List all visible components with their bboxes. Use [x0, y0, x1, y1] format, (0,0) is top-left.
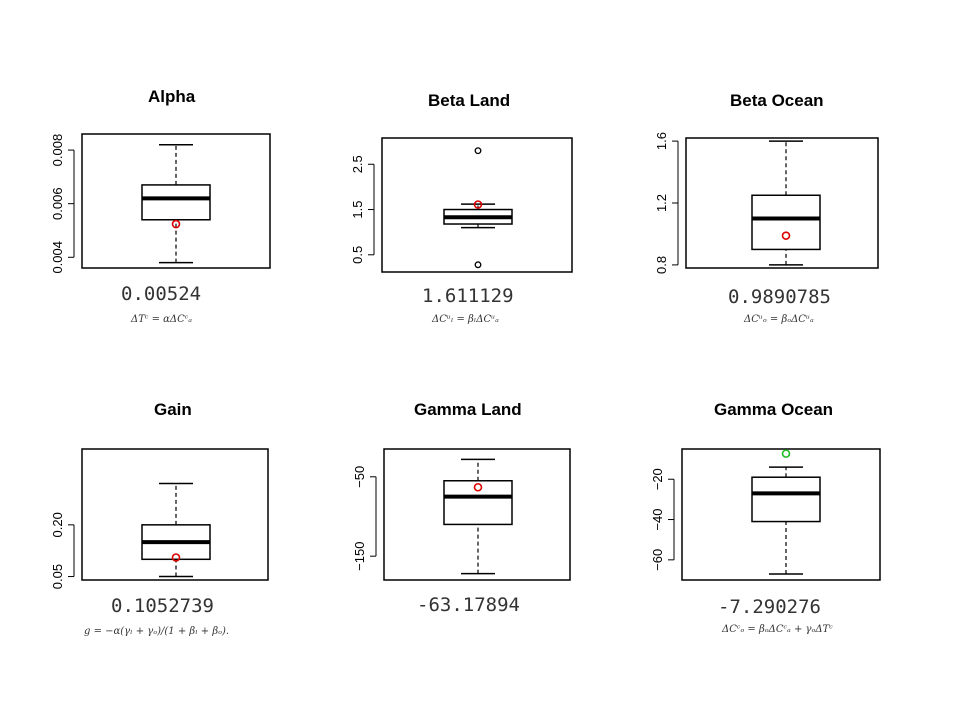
box — [751, 476, 821, 523]
panel-title-gamma-land: Gamma Land — [414, 400, 522, 419]
y-tick-label: 1.2 — [654, 194, 669, 212]
y-tick-label: −40 — [650, 509, 665, 531]
value-label-alpha: 0.00524 — [121, 283, 202, 305]
panel-title-gain: Gain — [154, 400, 192, 419]
reference-marker — [781, 449, 791, 458]
y-tick-label: −50 — [352, 466, 367, 488]
y-tick-label: 1.5 — [350, 200, 365, 218]
reference-marker — [473, 482, 483, 492]
y-tick-label: 0.05 — [50, 564, 65, 589]
y-tick-label: 0.8 — [654, 256, 669, 274]
panel-title-gamma-ocean: Gamma Ocean — [714, 400, 834, 419]
value-label-gamma-land: -63.17894 — [417, 594, 520, 616]
y-tick-label: −150 — [352, 542, 367, 571]
y-tick-label: 0.004 — [50, 241, 65, 274]
formula-beta-ocean: ΔCᵘₒ = βₒΔCᵘₐ — [744, 314, 814, 325]
plot-frame — [81, 448, 269, 581]
y-tick-label: 0.20 — [50, 512, 65, 537]
formula-alpha: ΔTᶜ = αΔCᶜₐ — [131, 314, 193, 325]
formula-gain: g = −α(γₗ + γₒ)/(1 + βₗ + βₒ). — [84, 626, 230, 637]
y-tick-label: 0.006 — [50, 187, 65, 220]
box — [751, 194, 821, 251]
formula-gamma-ocean: ΔCᶜₒ = βₒΔCᶜₐ + γₒΔTᶜ — [722, 624, 833, 635]
plot-frame — [381, 137, 573, 273]
plot-frame — [681, 448, 881, 581]
panel-title-beta-ocean: Beta Ocean — [730, 91, 824, 110]
y-tick-label: 0.5 — [350, 246, 365, 264]
box — [443, 480, 513, 526]
y-tick-label: 1.6 — [654, 132, 669, 150]
y-tick-label: 2.5 — [350, 155, 365, 173]
value-label-beta-ocean: 0.9890785 — [728, 286, 831, 308]
formula-beta-land: ΔCᵘₗ = βₗΔCᵘₐ — [432, 314, 499, 325]
panel-title-alpha: Alpha — [148, 87, 196, 106]
plot-frame — [383, 448, 571, 581]
plot-frame — [685, 137, 879, 269]
y-tick-label: −20 — [650, 468, 665, 490]
panel-title-beta-land: Beta Land — [428, 91, 511, 110]
y-tick-label: 0.008 — [50, 134, 65, 167]
reference-marker — [781, 231, 791, 240]
reference-marker — [171, 219, 181, 229]
value-label-gain: 0.1052739 — [111, 595, 214, 617]
plot-frame — [81, 133, 271, 269]
outlier-point — [474, 147, 482, 155]
y-tick-label: −60 — [650, 549, 665, 571]
reference-marker — [473, 200, 483, 209]
box — [141, 184, 211, 221]
reference-marker — [171, 553, 181, 562]
value-label-gamma-ocean: -7.290276 — [718, 596, 821, 618]
value-label-beta-land: 1.611129 — [422, 285, 514, 307]
outlier-point — [474, 261, 482, 269]
